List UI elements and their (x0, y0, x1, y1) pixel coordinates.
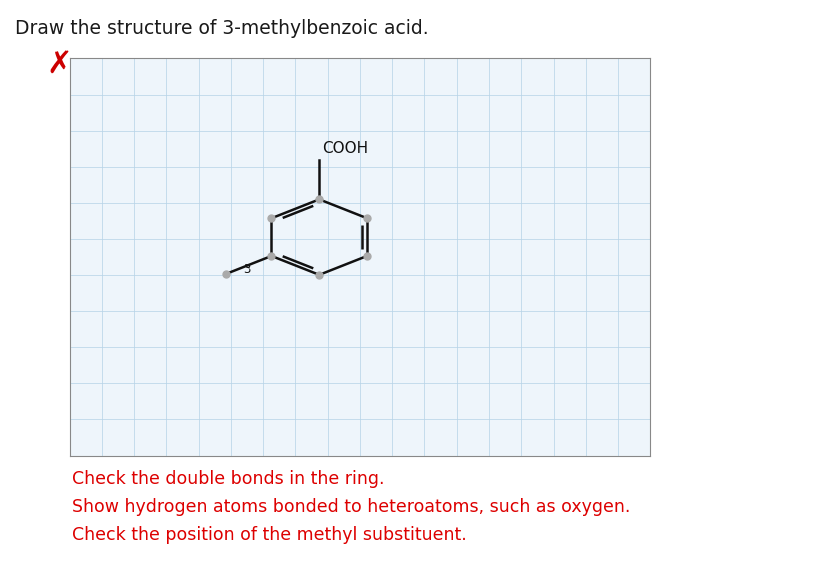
Text: Check the position of the methyl substituent.: Check the position of the methyl substit… (72, 526, 467, 544)
Text: 3: 3 (244, 263, 251, 276)
Text: Check the double bonds in the ring.: Check the double bonds in the ring. (72, 470, 384, 488)
Text: COOH: COOH (322, 141, 368, 157)
Text: Show hydrogen atoms bonded to heteroatoms, such as oxygen.: Show hydrogen atoms bonded to heteroatom… (72, 498, 631, 516)
Text: Draw the structure of 3-methylbenzoic acid.: Draw the structure of 3-methylbenzoic ac… (15, 19, 429, 38)
Text: ✗: ✗ (46, 50, 72, 79)
